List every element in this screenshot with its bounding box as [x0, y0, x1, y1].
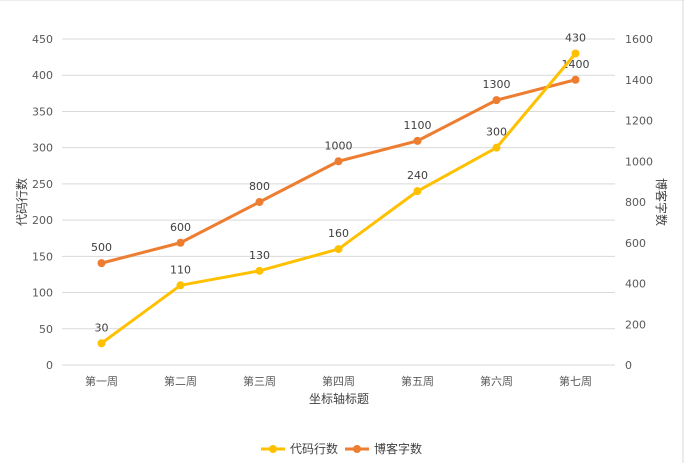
data-label: 800: [249, 180, 270, 193]
y-right-tick-label: 1600: [625, 33, 653, 46]
data-point: [571, 49, 580, 58]
data-label: 500: [91, 241, 112, 254]
legend: 代码行数 博客字数: [261, 441, 422, 456]
data-label: 30: [95, 321, 109, 334]
data-label: 1100: [404, 119, 432, 132]
y-right-tick-label: 1200: [625, 115, 653, 128]
y-left-tick-label: 150: [32, 250, 53, 263]
data-point: [334, 157, 343, 166]
data-point: [334, 245, 343, 254]
y-left-tick-label: 50: [39, 323, 53, 336]
data-label: 430: [565, 31, 586, 44]
x-tick-label: 第二周: [164, 374, 197, 388]
data-point: [176, 238, 185, 247]
data-label: 1300: [483, 78, 511, 91]
x-axis-title: 坐标轴标题: [309, 391, 369, 406]
legend-item: 代码行数: [261, 441, 338, 456]
y-axis-left-title: 代码行数: [14, 178, 29, 226]
legend-marker: [353, 445, 361, 453]
data-label: 1000: [325, 139, 353, 152]
y-right-tick-label: 200: [625, 318, 646, 331]
legend-marker: [269, 445, 277, 453]
y-left-tick-label: 250: [32, 178, 53, 191]
data-label: 240: [407, 169, 428, 182]
data-point: [97, 339, 106, 348]
legend-item: 博客字数: [345, 441, 422, 456]
y-left-tick-label: 100: [32, 287, 53, 300]
data-point: [492, 96, 501, 105]
x-tick-label: 第一周: [85, 374, 118, 388]
y-left-tick-label: 450: [32, 33, 53, 46]
y-axis-left: 0 50 100 150 200 250 300 350 400 450: [32, 33, 53, 372]
y-left-tick-label: 350: [32, 105, 53, 118]
y-right-tick-label: 1000: [625, 155, 653, 168]
data-label: 110: [170, 263, 191, 276]
y-left-tick-label: 300: [32, 142, 53, 155]
x-tick-label: 第六周: [480, 374, 513, 388]
data-point: [571, 75, 580, 84]
y-right-tick-label: 600: [625, 237, 646, 250]
data-label: 160: [328, 227, 349, 240]
y-left-tick-label: 200: [32, 214, 53, 227]
data-label: 130: [249, 249, 270, 262]
x-tick-label: 第五周: [401, 374, 434, 388]
gridlines: [62, 38, 615, 366]
y-right-tick-label: 1400: [625, 74, 653, 87]
y-axis-right-title: 博客字数: [654, 178, 669, 226]
series-code-lines: 30 110 130 160 240 300 430: [95, 31, 586, 348]
data-point: [97, 259, 106, 268]
x-tick-label: 第七周: [559, 374, 592, 388]
data-point: [255, 198, 264, 206]
data-label: 300: [486, 126, 507, 139]
y-axis-right: 0 200 400 600 800 1000 1200 1400 1600: [625, 33, 653, 372]
y-right-tick-label: 800: [625, 196, 646, 209]
y-right-tick-label: 0: [625, 359, 632, 372]
y-left-tick-label: 0: [46, 359, 53, 372]
data-point: [255, 266, 264, 275]
x-tick-label: 第四周: [322, 374, 355, 388]
data-point: [492, 143, 501, 152]
x-tick-label: 第三周: [243, 374, 276, 388]
data-point: [413, 187, 422, 196]
y-right-tick-label: 400: [625, 278, 646, 291]
series-layer: 5006008001000110013001400301101301602403…: [91, 31, 590, 348]
x-axis: 第一周 第二周 第三周 第四周 第五周 第六周 第七周: [85, 374, 592, 388]
legend-label: 博客字数: [374, 441, 422, 456]
data-label: 600: [170, 221, 191, 234]
data-point: [176, 281, 185, 290]
data-point: [413, 136, 422, 145]
y-left-tick-label: 400: [32, 69, 53, 82]
legend-label: 代码行数: [290, 441, 338, 456]
